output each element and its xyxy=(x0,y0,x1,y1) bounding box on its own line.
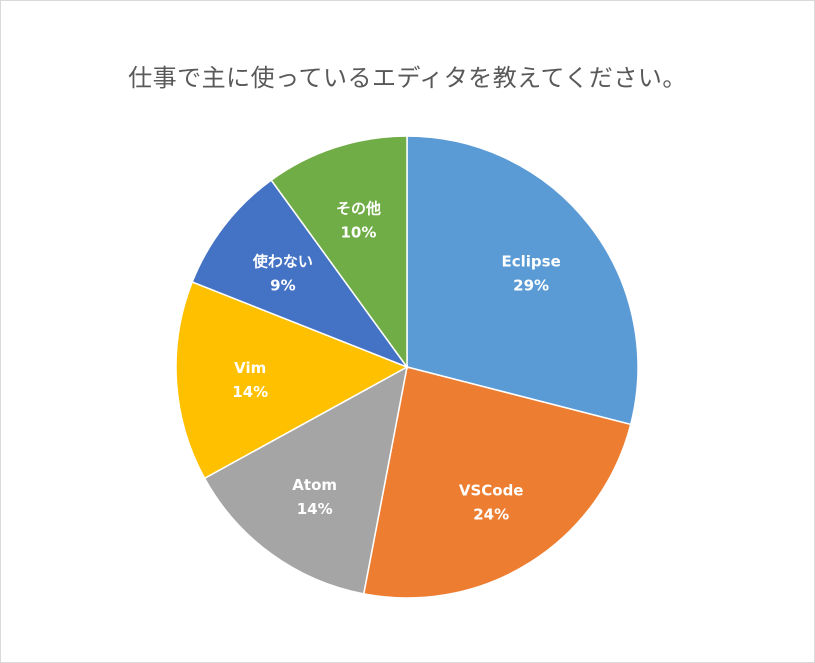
chart-title: 仕事で主に使っているエディタを教えてください。 xyxy=(128,64,687,92)
pie-slice-3 xyxy=(175,280,409,480)
slice-percent-label: 29% xyxy=(513,277,549,295)
slice-percent-label: 10% xyxy=(341,224,377,242)
pie-slice-1 xyxy=(362,366,632,599)
pie-slice-0 xyxy=(406,135,639,426)
slice-percent-label: 24% xyxy=(473,506,509,524)
pie-slice-2 xyxy=(203,365,409,595)
slice-category-label: VSCode xyxy=(459,482,524,500)
slice-category-label: Vim xyxy=(234,359,266,377)
slice-percent-label: 14% xyxy=(232,383,268,401)
slice-percent-label: 9% xyxy=(270,277,295,295)
slice-category-label: その他 xyxy=(336,200,381,218)
slice-category-label: Atom xyxy=(292,476,337,494)
slice-category-label: 使わない xyxy=(252,253,313,271)
slice-category-label: Eclipse xyxy=(501,253,560,271)
slice-percent-label: 14% xyxy=(297,500,333,518)
pie-slice-5 xyxy=(270,135,408,370)
pie-slice-4 xyxy=(191,179,410,369)
